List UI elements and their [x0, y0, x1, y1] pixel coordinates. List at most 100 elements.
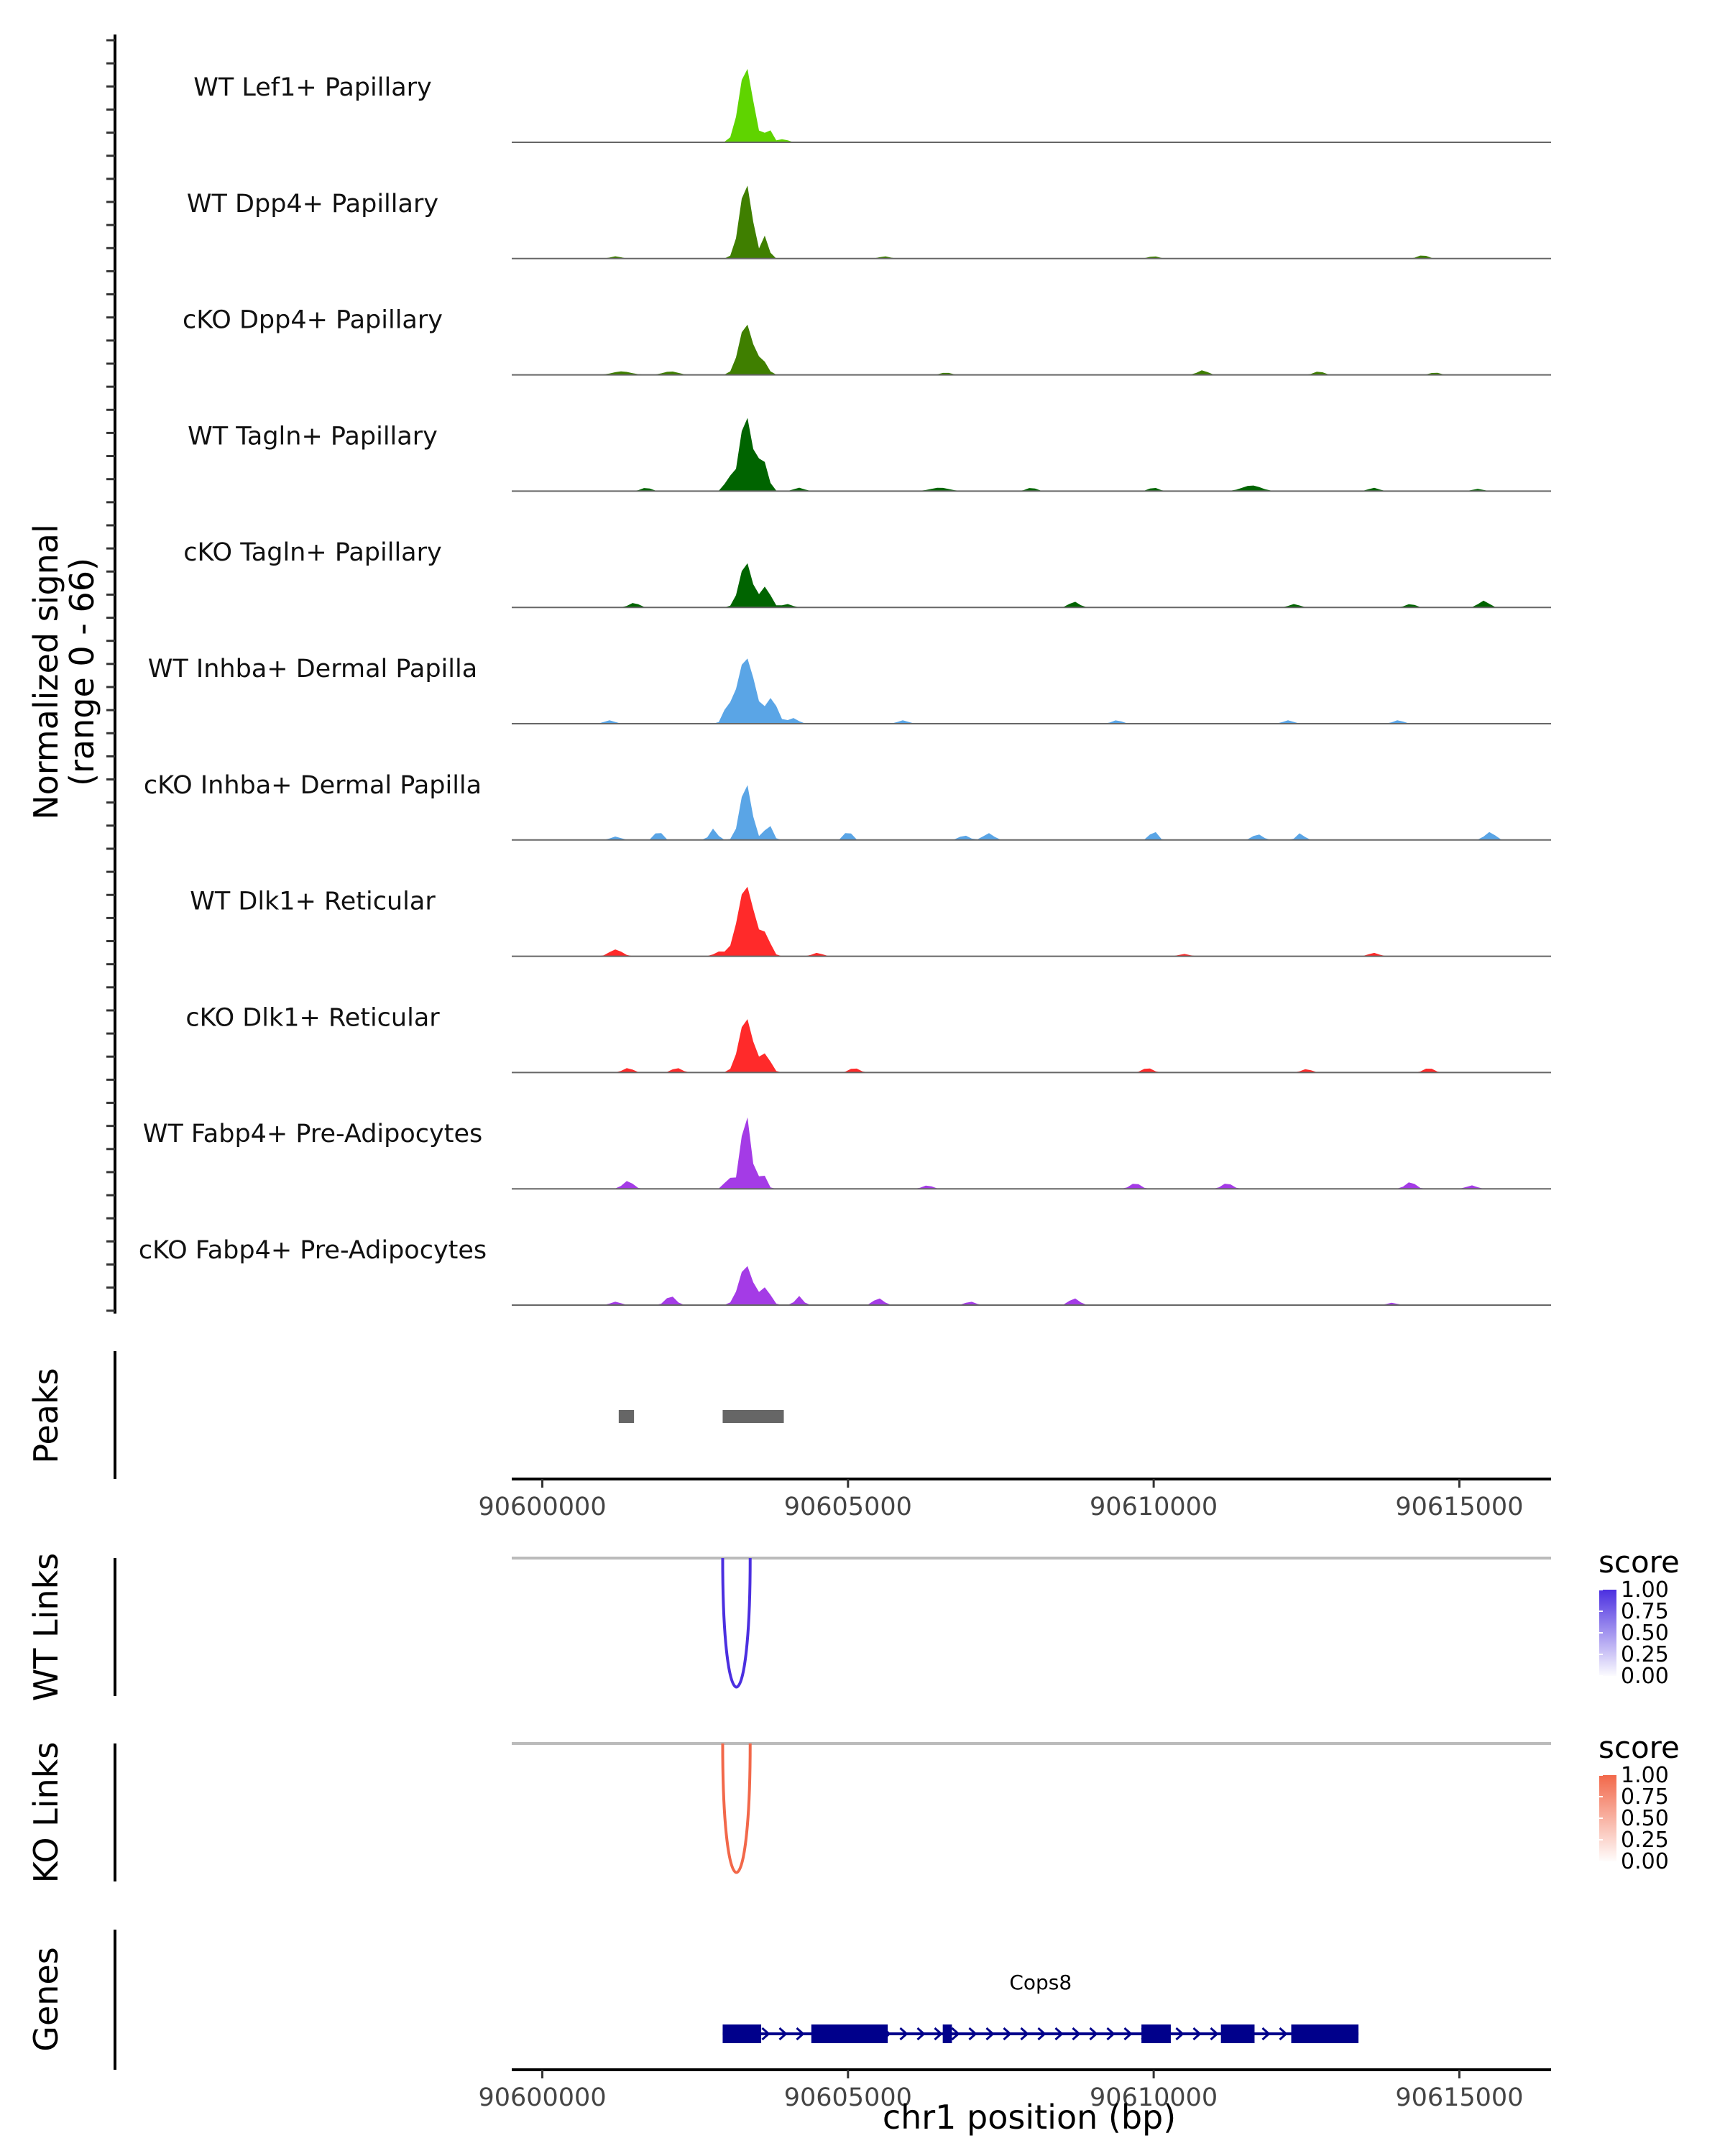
coverage-track-label: WT Tagln+ Papillary — [188, 422, 438, 451]
genes-track-label: Genes — [27, 1947, 65, 2051]
coverage-signal-area — [512, 1266, 1551, 1305]
legend-tick-label: 0.00 — [1621, 1849, 1669, 1874]
coverage-track: WT Dlk1+ Reticular — [190, 886, 1551, 957]
coverage-track-label: WT Dpp4+ Papillary — [187, 190, 438, 218]
legend-tick-label: 1.00 — [1621, 1763, 1669, 1788]
strand-arrow — [968, 2027, 978, 2041]
legend-tick-label: 0.50 — [1621, 1621, 1669, 1646]
coverage-track-label: cKO Dpp4+ Papillary — [183, 306, 443, 335]
genes-x-tick-label: 90600000 — [478, 2083, 606, 2112]
coverage-panel: WT Lef1+ Papillary WT Dpp4+ Papillary cKO … — [106, 34, 1551, 1314]
genes-x-tick-label: 90615000 — [1395, 2083, 1523, 2112]
peaks-x-tick-label: 90615000 — [1395, 1493, 1523, 1521]
peak-region — [618, 1410, 635, 1423]
coverage-track: WT Inhba+ Dermal Papilla — [148, 655, 1551, 724]
strand-arrow — [1175, 2027, 1184, 2041]
links-track-label: KO Links — [27, 1742, 65, 1884]
strand-arrow — [1003, 2027, 1012, 2041]
coverage-track-label: cKO Fabp4+ Pre-Adipocytes — [139, 1236, 487, 1265]
coverage-y-label-line1: Normalized signal — [27, 524, 65, 820]
peaks-x-tick-label: 90605000 — [784, 1493, 912, 1521]
coverage-track-label: cKO Dlk1+ Reticular — [185, 1003, 440, 1032]
coverage-track-label: WT Dlk1+ Reticular — [190, 888, 436, 916]
legend-tick-label: 1.00 — [1621, 1577, 1669, 1603]
coverage-track: WT Tagln+ Papillary — [188, 418, 1551, 492]
strand-arrow — [1192, 2027, 1202, 2041]
legend-tick-label: 0.25 — [1621, 1828, 1669, 1853]
gene-exon — [1220, 2024, 1255, 2043]
coverage-signal-area — [512, 785, 1551, 840]
coverage-signal-area — [512, 658, 1551, 724]
legend-tick-label: 0.75 — [1621, 1784, 1669, 1810]
strand-arrow — [916, 2027, 926, 2041]
gene-exon — [1291, 2024, 1359, 2043]
legend-title: score — [1598, 1544, 1680, 1580]
coverage-signal-area — [512, 563, 1551, 608]
coverage-track: cKO Tagln+ Papillary — [183, 538, 1551, 609]
legend-tick-label: 0.00 — [1621, 1664, 1669, 1689]
coverage-track-label: WT Fabp4+ Pre-Adipocytes — [143, 1120, 482, 1148]
strand-arrow — [985, 2027, 995, 2041]
gene-exon — [1141, 2024, 1171, 2043]
legend-title: score — [1598, 1730, 1680, 1765]
coverage-track: cKO Dpp4+ Papillary — [183, 306, 1551, 376]
coverage-signal-area — [512, 185, 1551, 259]
legend-tick-label: 0.75 — [1621, 1599, 1669, 1624]
gene-exon — [811, 2024, 888, 2043]
genes-panel: Genes Cops8 90600000 90605000 90610000 906150… — [27, 1930, 1551, 2112]
coverage-track: cKO Fabp4+ Pre-Adipocytes — [139, 1236, 1551, 1306]
strand-arrow — [778, 2027, 788, 2041]
coverage-track: WT Dpp4+ Papillary — [187, 185, 1551, 259]
x-axis-title: chr1 position (bp) — [883, 2098, 1176, 2137]
strand-arrow — [1020, 2027, 1029, 2041]
peaks-x-tick-label: 90610000 — [1090, 1493, 1218, 1521]
coverage-signal-area — [512, 418, 1551, 492]
coverage-track: WT Fabp4+ Pre-Adipocytes — [143, 1117, 1551, 1190]
coverage-track: cKO Dlk1+ Reticular — [185, 1003, 1551, 1074]
coverage-track-label: cKO Inhba+ Dermal Papilla — [144, 771, 482, 800]
link-arc — [721, 1557, 752, 1689]
strand-arrow — [1037, 2027, 1046, 2041]
peaks-x-tick-label: 90600000 — [478, 1493, 606, 1521]
strand-arrow — [934, 2027, 943, 2041]
coverage-track-label: cKO Tagln+ Papillary — [183, 538, 442, 567]
coverage-track: cKO Inhba+ Dermal Papilla — [144, 771, 1551, 841]
coverage-signal-area — [512, 68, 1551, 142]
strand-arrow — [1279, 2027, 1288, 2041]
strand-arrow — [761, 2027, 770, 2041]
coverage-signal-area — [512, 324, 1551, 375]
coverage-y-label-line2: (range 0 - 66) — [63, 558, 101, 786]
legend-tick-label: 0.25 — [1621, 1642, 1669, 1667]
genes-x-tick-label: 90605000 — [784, 2083, 912, 2112]
strand-arrow — [1210, 2027, 1219, 2041]
strand-arrow — [796, 2027, 805, 2041]
peak-region — [722, 1410, 784, 1423]
strand-arrow — [1054, 2027, 1064, 2041]
links-track-label: WT Links — [27, 1553, 65, 1701]
gene-exon — [722, 2024, 762, 2043]
strand-arrow — [1072, 2027, 1081, 2041]
coverage-track: WT Lef1+ Papillary — [193, 68, 1551, 143]
coverage-track-label: WT Inhba+ Dermal Papilla — [148, 655, 477, 683]
peaks-panel: Peaks 90600000 90605000 90610000 90615000 — [27, 1351, 1551, 1521]
legend-tick-label: 0.50 — [1621, 1806, 1669, 1831]
gene-exon — [942, 2024, 952, 2043]
coverage-signal-area — [512, 1117, 1551, 1189]
peaks-track-label: Peaks — [27, 1368, 65, 1463]
strand-arrow — [951, 2027, 960, 2041]
coverage-signal-area — [512, 1019, 1551, 1073]
genes-x-tick-label: 90610000 — [1090, 2083, 1218, 2112]
gene-name-label: Cops8 — [1009, 1971, 1072, 1994]
strand-arrow — [899, 2027, 908, 2041]
coverage-track-label: WT Lef1+ Papillary — [193, 73, 432, 102]
strand-arrow — [1106, 2027, 1116, 2041]
strand-arrow — [1261, 2027, 1271, 2041]
coverage-signal-area — [512, 886, 1551, 957]
strand-arrow — [1089, 2027, 1098, 2041]
link-arc — [721, 1743, 752, 1874]
strand-arrow — [1123, 2027, 1133, 2041]
